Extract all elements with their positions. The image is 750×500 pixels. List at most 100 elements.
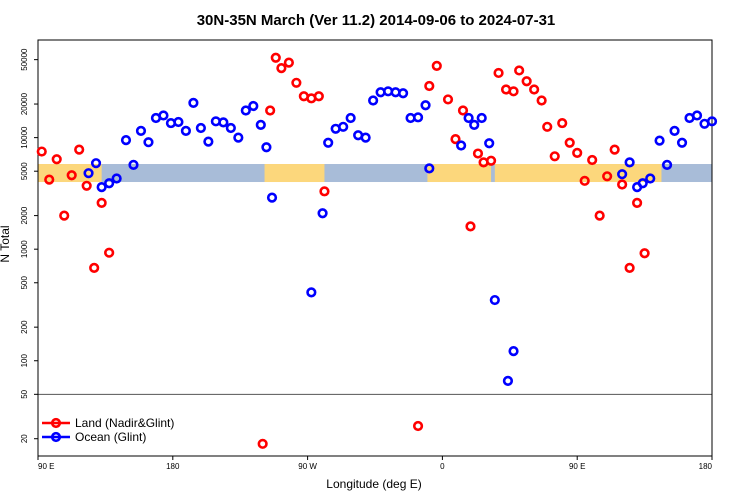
y-tick-label: 20000 — [20, 92, 29, 115]
land-point — [442, 94, 454, 105]
ocean-point — [83, 168, 94, 179]
ocean-point — [489, 294, 500, 306]
x-axis-label: Longitude (deg E) — [326, 477, 421, 491]
land-point — [549, 151, 560, 162]
ocean-point — [143, 137, 154, 148]
land-point — [472, 148, 484, 159]
land-point — [609, 144, 620, 155]
ocean-point — [135, 125, 147, 136]
land-point — [514, 65, 525, 76]
y-tick-label: 5000 — [20, 162, 29, 180]
ocean-point — [188, 97, 199, 108]
ocean-point — [624, 157, 635, 168]
ocean-point — [248, 100, 259, 112]
land-point — [104, 247, 115, 258]
land-point — [96, 197, 107, 208]
legend-marker — [50, 417, 62, 429]
ocean-point — [195, 122, 206, 134]
ocean-point — [323, 137, 334, 148]
land-point — [291, 77, 302, 88]
land-point — [313, 91, 324, 102]
land-point — [51, 154, 62, 165]
chart-title: 30N-35N March (Ver 11.2) 2014-09-06 to 2… — [197, 12, 556, 29]
series-land — [36, 52, 650, 449]
land-point — [493, 67, 504, 79]
land-point — [465, 221, 476, 232]
ocean-point — [233, 132, 244, 143]
ocean-point — [368, 95, 379, 106]
ocean-point — [240, 105, 251, 116]
ocean-point — [508, 346, 519, 357]
ocean-point — [617, 169, 628, 180]
land-point — [594, 210, 605, 221]
y-tick-label: 10000 — [20, 126, 29, 149]
ocean-point — [128, 159, 139, 170]
series-ocean — [83, 86, 718, 386]
land-point — [66, 170, 77, 181]
land-point — [542, 121, 553, 132]
land-point — [624, 262, 635, 273]
land-point — [602, 171, 613, 182]
x-tick-label: 0 — [440, 462, 445, 471]
legend-marker — [50, 431, 62, 443]
land-point — [424, 80, 435, 92]
x-tick-label: 90 W — [298, 462, 317, 471]
land-point — [572, 147, 583, 158]
land-point — [89, 262, 100, 273]
land-point — [276, 62, 287, 74]
ocean-point — [317, 208, 328, 219]
y-axis: 20 50 100 200 500 1000 2000 5000 10000 20000 50000 — [20, 48, 38, 443]
y-tick-label: 50000 — [20, 48, 29, 71]
x-tick-label: 90 E — [38, 462, 54, 471]
land-ocean-band — [38, 164, 712, 183]
ocean-point — [111, 173, 122, 184]
ocean-point — [691, 110, 703, 121]
ocean-point — [266, 192, 278, 203]
y-tick-label: 500 — [20, 276, 29, 290]
land-point — [529, 84, 540, 95]
land-point — [44, 174, 55, 185]
land-point — [265, 105, 276, 116]
ocean-point — [158, 110, 169, 121]
ocean-point — [469, 119, 480, 131]
land-point — [283, 57, 294, 68]
data-points — [36, 52, 718, 449]
land-point — [270, 52, 281, 63]
y-tick-label: 1000 — [20, 240, 29, 258]
ocean-point — [420, 100, 431, 111]
ocean-point — [502, 375, 514, 386]
land-point — [617, 179, 628, 190]
land-point — [536, 95, 547, 106]
ocean-point — [360, 132, 371, 143]
ocean-point — [261, 142, 272, 153]
ocean-point — [203, 136, 214, 147]
land-segment — [494, 164, 662, 183]
y-tick-label: 100 — [20, 354, 29, 368]
ocean-point — [456, 140, 467, 151]
ocean-point — [463, 112, 474, 124]
land-point — [521, 76, 532, 87]
ocean-point — [218, 117, 229, 128]
ocean-point — [306, 287, 317, 298]
plot-frame — [37, 39, 713, 457]
land-point — [632, 197, 643, 208]
land-point — [457, 105, 469, 116]
ocean-point — [90, 158, 102, 169]
ocean-point — [173, 116, 184, 128]
land-point — [74, 144, 85, 155]
land-point — [36, 146, 47, 157]
land-point — [557, 117, 568, 129]
land-point — [257, 438, 268, 449]
land-point — [431, 60, 442, 71]
ocean-point — [345, 112, 356, 124]
ocean-point — [654, 135, 665, 146]
land-point — [508, 86, 519, 97]
ocean-point — [706, 116, 718, 127]
y-axis-label: N Total — [0, 225, 12, 262]
ocean-point — [255, 119, 266, 131]
ocean-point — [645, 173, 656, 184]
land-segment — [264, 164, 325, 183]
ocean-point — [484, 138, 495, 149]
land-segment — [427, 164, 492, 183]
ocean-point — [661, 159, 673, 170]
